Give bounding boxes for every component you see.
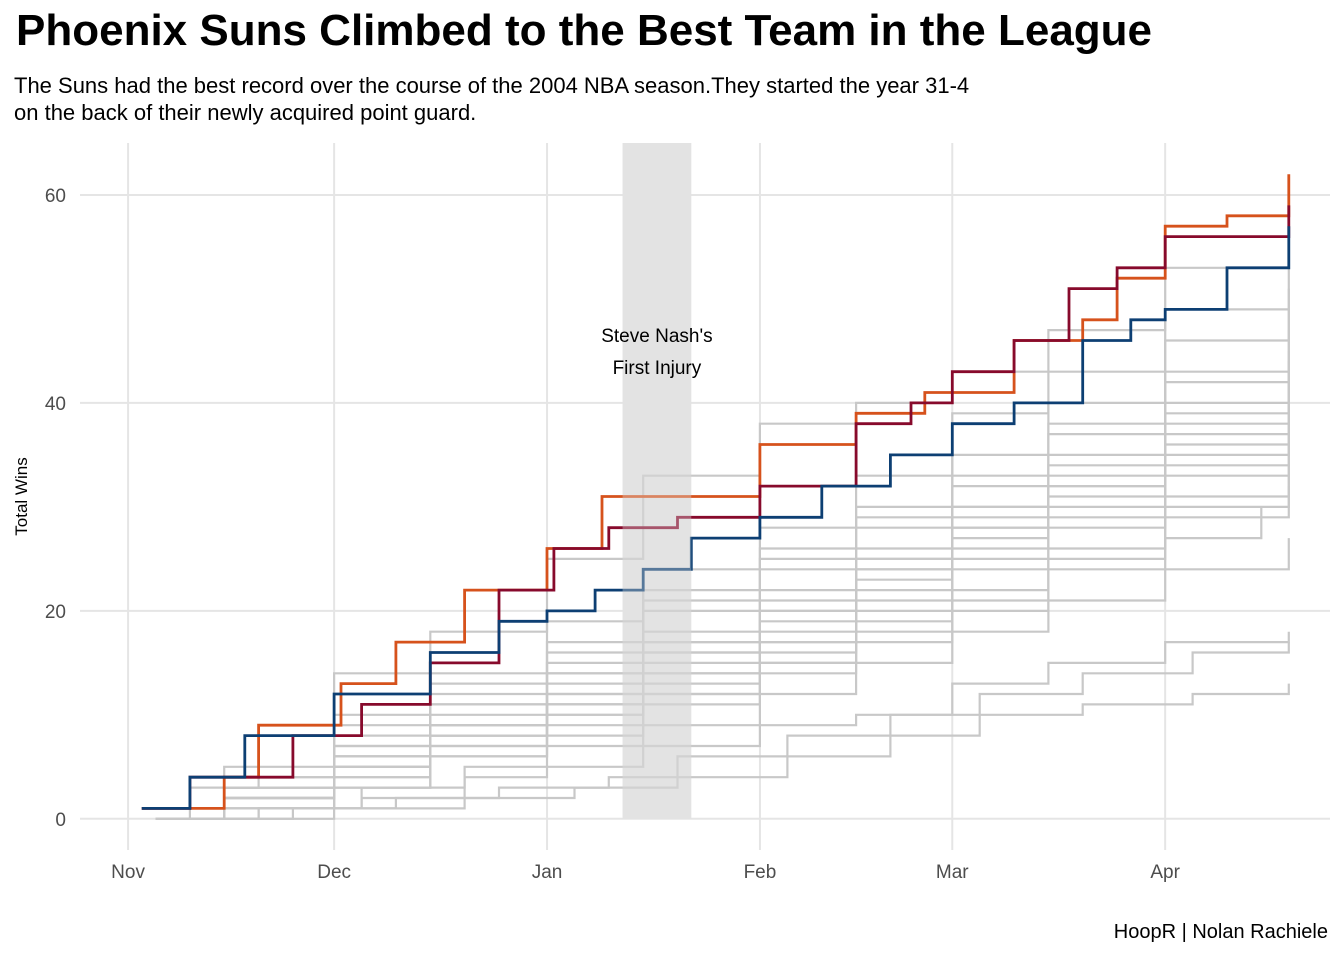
- highlighted-teams-lines: [141, 143, 1291, 819]
- team-line-other: [155, 392, 1290, 820]
- subtitle-line-1: The Suns had the best record over the co…: [14, 73, 970, 98]
- team-line-other: [155, 444, 1290, 820]
- team-line-other: [155, 642, 1290, 820]
- y-tick-label: 40: [45, 394, 66, 415]
- subtitle-line-2: on the back of their newly acquired poin…: [14, 100, 477, 125]
- team-line-other: [155, 423, 1290, 820]
- x-tick-label: Apr: [1150, 862, 1180, 883]
- x-tick-label: Mar: [936, 862, 969, 883]
- team-line-other: [155, 350, 1290, 820]
- team-line-navy-team: [141, 226, 1291, 810]
- x-tick-label: Nov: [111, 862, 145, 883]
- team-line-other: [155, 205, 1290, 820]
- team-line-other: [155, 288, 1290, 820]
- injury-band: [622, 143, 692, 819]
- team-line-other: [155, 309, 1290, 820]
- x-tick-label: Dec: [317, 862, 351, 883]
- x-tick-label: Feb: [744, 862, 777, 883]
- other-teams-lines: [155, 205, 1290, 820]
- injury-band-overlay: [622, 143, 692, 819]
- axis-tick-labels: 0 20 40 60 Nov Dec Jan Feb Mar Apr: [45, 186, 1181, 883]
- chart-subtitle: The Suns had the best record over the co…: [14, 72, 1214, 126]
- y-tick-label: 20: [45, 602, 66, 623]
- team-line-maroon-team: [141, 205, 1291, 810]
- x-tick-label: Jan: [532, 862, 563, 883]
- injury-annotation-line-1: Steve Nash's: [601, 326, 712, 347]
- chart-caption: HoopR | Nolan Rachiele: [1113, 921, 1328, 943]
- team-line-other: [155, 683, 1290, 820]
- team-line-suns: [141, 174, 1291, 810]
- team-line-other: [155, 371, 1290, 820]
- chart-title: Phoenix Suns Climbed to the Best Team in…: [16, 6, 1153, 55]
- team-line-other: [155, 631, 1290, 820]
- y-tick-label: 0: [55, 810, 66, 831]
- y-axis-label: Total Wins: [12, 457, 31, 535]
- injury-annotation-line-2: First Injury: [613, 358, 702, 379]
- y-tick-label: 60: [45, 186, 66, 207]
- team-line-other: [155, 434, 1290, 820]
